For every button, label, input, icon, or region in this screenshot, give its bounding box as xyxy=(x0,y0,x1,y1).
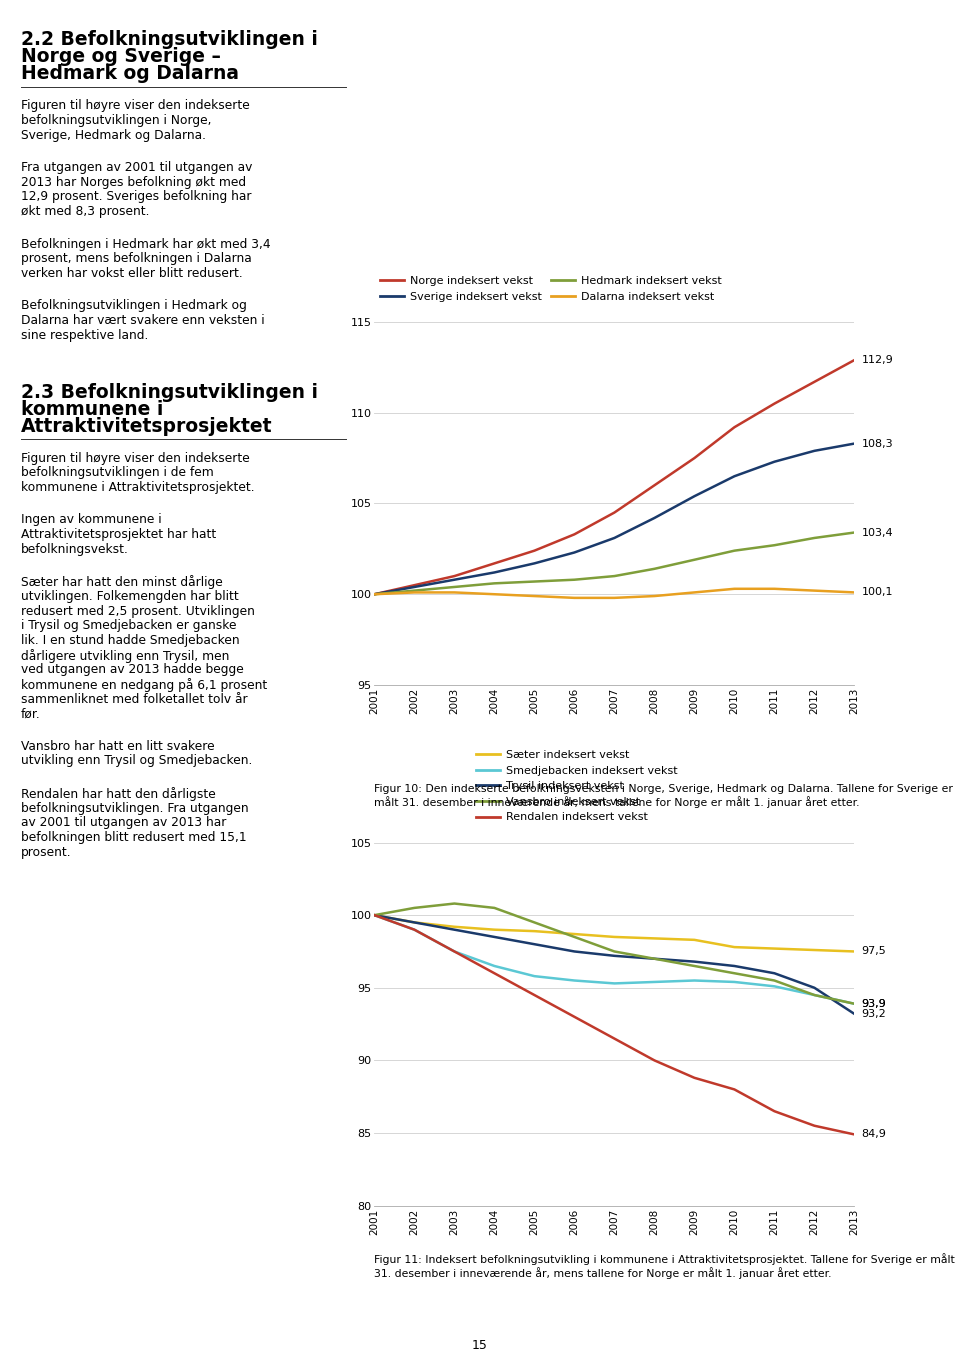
Text: Figur 11: Indeksert befolkningsutvikling i kommunene i Attraktivitetsprosjektet.: Figur 11: Indeksert befolkningsutvikling… xyxy=(374,1254,955,1280)
Text: 2013 har Norges befolkning økt med: 2013 har Norges befolkning økt med xyxy=(21,175,247,189)
Text: prosent, mens befolkningen i Dalarna: prosent, mens befolkningen i Dalarna xyxy=(21,252,252,266)
Text: kommunene i: kommunene i xyxy=(21,400,163,419)
Text: før.: før. xyxy=(21,707,41,721)
Text: kommunene en nedgang på 6,1 prosent: kommunene en nedgang på 6,1 prosent xyxy=(21,678,268,692)
Text: prosent.: prosent. xyxy=(21,845,72,859)
Text: dårligere utvikling enn Trysil, men: dårligere utvikling enn Trysil, men xyxy=(21,648,229,663)
Text: økt med 8,3 prosent.: økt med 8,3 prosent. xyxy=(21,206,150,218)
Text: 12,9 prosent. Sveriges befolkning har: 12,9 prosent. Sveriges befolkning har xyxy=(21,190,252,203)
Text: sammenliknet med folketallet tolv år: sammenliknet med folketallet tolv år xyxy=(21,693,248,706)
Text: sine respektive land.: sine respektive land. xyxy=(21,329,149,341)
Text: Figur 10: Den indekserte befolkningsveksten i Norge, Sverige, Hedmark og Dalarna: Figur 10: Den indekserte befolkningsveks… xyxy=(374,784,953,807)
Text: Vansbro har hatt en litt svakere: Vansbro har hatt en litt svakere xyxy=(21,740,215,752)
Text: befolkningsutviklingen. Fra utgangen: befolkningsutviklingen. Fra utgangen xyxy=(21,801,249,815)
Text: i Trysil og Smedjebacken er ganske: i Trysil og Smedjebacken er ganske xyxy=(21,619,236,633)
Text: befolkningen blitt redusert med 15,1: befolkningen blitt redusert med 15,1 xyxy=(21,832,247,844)
Text: befolkningsvekst.: befolkningsvekst. xyxy=(21,543,129,556)
Text: 97,5: 97,5 xyxy=(861,947,886,956)
Text: 84,9: 84,9 xyxy=(861,1129,886,1140)
Text: Fra utgangen av 2001 til utgangen av: Fra utgangen av 2001 til utgangen av xyxy=(21,162,252,174)
Text: 100,1: 100,1 xyxy=(861,588,893,597)
Text: Attraktivitetsprosjektet: Attraktivitetsprosjektet xyxy=(21,416,273,436)
Text: Befolkningsutviklingen i Hedmark og: Befolkningsutviklingen i Hedmark og xyxy=(21,300,247,312)
Text: ved utgangen av 2013 hadde begge: ved utgangen av 2013 hadde begge xyxy=(21,663,244,677)
Text: 112,9: 112,9 xyxy=(861,355,893,364)
Text: Norge og Sverige –: Norge og Sverige – xyxy=(21,47,221,66)
Text: Figuren til høyre viser den indekserte: Figuren til høyre viser den indekserte xyxy=(21,99,250,112)
Text: av 2001 til utgangen av 2013 har: av 2001 til utgangen av 2013 har xyxy=(21,817,227,829)
Text: kommunene i Attraktivitetsprosjektet.: kommunene i Attraktivitetsprosjektet. xyxy=(21,481,254,495)
Text: befolkningsutviklingen i Norge,: befolkningsutviklingen i Norge, xyxy=(21,114,211,127)
Text: 108,3: 108,3 xyxy=(861,438,893,448)
Text: Figuren til høyre viser den indekserte: Figuren til høyre viser den indekserte xyxy=(21,452,250,464)
Text: Rendalen har hatt den dårligste: Rendalen har hatt den dårligste xyxy=(21,786,216,801)
Text: 93,2: 93,2 xyxy=(861,1008,886,1019)
Text: utvikling enn Trysil og Smedjebacken.: utvikling enn Trysil og Smedjebacken. xyxy=(21,755,252,767)
Text: Befolkningen i Hedmark har økt med 3,4: Befolkningen i Hedmark har økt med 3,4 xyxy=(21,237,271,251)
Text: Hedmark og Dalarna: Hedmark og Dalarna xyxy=(21,64,239,84)
Text: 103,4: 103,4 xyxy=(861,527,893,537)
Text: befolkningsutviklingen i de fem: befolkningsutviklingen i de fem xyxy=(21,466,214,479)
Legend: Sæter indeksert vekst, Smedjebacken indeksert vekst, Trysil indeksert vekst, Van: Sæter indeksert vekst, Smedjebacken inde… xyxy=(476,751,678,822)
Text: Sverige, Hedmark og Dalarna.: Sverige, Hedmark og Dalarna. xyxy=(21,129,206,141)
Text: verken har vokst eller blitt redusert.: verken har vokst eller blitt redusert. xyxy=(21,267,243,279)
Text: Ingen av kommunene i: Ingen av kommunene i xyxy=(21,514,161,526)
Text: lik. I en stund hadde Smedjebacken: lik. I en stund hadde Smedjebacken xyxy=(21,634,240,647)
Text: 2.3 Befolkningsutviklingen i: 2.3 Befolkningsutviklingen i xyxy=(21,382,318,401)
Legend: Norge indeksert vekst, Sverige indeksert vekst, Hedmark indeksert vekst, Dalarna: Norge indeksert vekst, Sverige indeksert… xyxy=(380,277,722,301)
Text: utviklingen. Folkemengden har blitt: utviklingen. Folkemengden har blitt xyxy=(21,590,239,603)
Text: Sæter har hatt den minst dårlige: Sæter har hatt den minst dårlige xyxy=(21,575,223,589)
Text: redusert med 2,5 prosent. Utviklingen: redusert med 2,5 prosent. Utviklingen xyxy=(21,604,255,618)
Text: 15: 15 xyxy=(472,1340,488,1352)
Text: 93,9: 93,9 xyxy=(861,999,886,1008)
Text: Dalarna har vært svakere enn veksten i: Dalarna har vært svakere enn veksten i xyxy=(21,314,265,327)
Text: Attraktivitetsprosjektet har hatt: Attraktivitetsprosjektet har hatt xyxy=(21,527,216,541)
Text: 93,9: 93,9 xyxy=(861,999,886,1008)
Text: 2.2 Befolkningsutviklingen i: 2.2 Befolkningsutviklingen i xyxy=(21,30,318,49)
